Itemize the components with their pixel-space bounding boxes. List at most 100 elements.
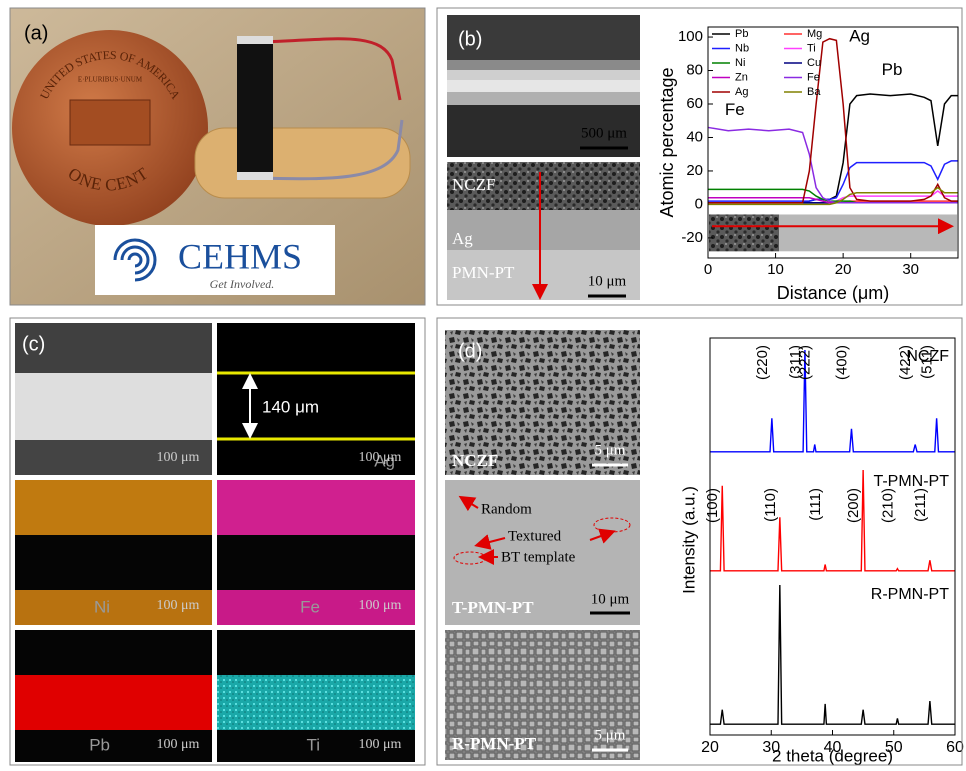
map-ni xyxy=(15,480,212,535)
sem-layer xyxy=(447,80,640,92)
y-tick-label: 20 xyxy=(686,162,703,179)
sem-region xyxy=(15,373,212,440)
map-fe xyxy=(217,535,415,590)
scale-label: 5 μm xyxy=(595,442,626,458)
peak-label: (511) xyxy=(919,345,936,379)
electrode xyxy=(237,172,273,180)
inset-image xyxy=(709,214,779,251)
peak-label: (211) xyxy=(912,488,929,522)
y-tick-label: 60 xyxy=(686,95,703,112)
logo-text: CEHMS xyxy=(178,236,302,276)
peak-label: (111) xyxy=(807,488,824,521)
coin-memorial xyxy=(70,100,150,145)
scale-label: 100 μm xyxy=(359,737,402,752)
panel-a: UNITED STATES OF AMERICA E·PLURIBUS·UNUM… xyxy=(10,8,425,305)
panel-d: NCZF T-PMN-PT R-PMN-PT 5 μm 10 μm 5 μm R… xyxy=(437,318,964,765)
x-tick-label: 20 xyxy=(701,739,719,756)
scale-label: 500 μm xyxy=(581,125,627,141)
sem-layer xyxy=(447,60,640,70)
peak-label: (110) xyxy=(762,488,779,522)
y-tick-label: 0 xyxy=(695,195,703,212)
x-tick-label: 10 xyxy=(767,261,784,278)
logo-tagline: Get Involved. xyxy=(210,277,275,291)
legend-label: Pb xyxy=(735,28,748,40)
x-axis-label: Distance (μm) xyxy=(777,283,889,303)
electrode xyxy=(237,36,273,44)
panel-c: 140 μm Ag Ni Fe Pb Ti 100 μm 100 μm 100 … xyxy=(10,318,425,765)
x-tick-label: 20 xyxy=(835,261,852,278)
callout: Textured xyxy=(508,528,562,544)
coin-motto: E·PLURIBUS·UNUM xyxy=(78,76,143,84)
scale-label: 100 μm xyxy=(359,450,402,465)
y-tick-label: 100 xyxy=(678,28,703,45)
layer-label: PMN-PT xyxy=(452,263,515,282)
sem-ag xyxy=(447,210,640,250)
legend-label: Ni xyxy=(735,57,745,69)
x-tick-label: 0 xyxy=(704,261,712,278)
series-label: R-PMN-PT xyxy=(871,586,949,603)
annotation: Ag xyxy=(849,27,870,46)
element-label: Ti xyxy=(306,735,320,754)
legend-label: Cu xyxy=(807,57,821,69)
figure: UNITED STATES OF AMERICA E·PLURIBUS·UNUM… xyxy=(0,0,966,771)
peak-label: (200) xyxy=(845,488,862,523)
legend-label: Mg xyxy=(807,28,822,40)
series-label: T-PMN-PT xyxy=(873,473,949,490)
panel-label: (a) xyxy=(24,22,48,44)
legend-label: Ba xyxy=(807,86,821,98)
map-fe xyxy=(217,480,415,535)
scale-label: 100 μm xyxy=(157,450,200,465)
peak-label: (100) xyxy=(704,488,721,523)
wooden-stick xyxy=(195,128,410,198)
element-label: Pb xyxy=(89,735,110,754)
peak-label: (210) xyxy=(879,488,896,523)
panel-label: (d) xyxy=(458,340,482,362)
scale-label: 100 μm xyxy=(359,598,402,613)
y-tick-label: 40 xyxy=(686,128,703,145)
thickness-label: 140 μm xyxy=(262,397,319,416)
scale-label: 5 μm xyxy=(595,727,626,743)
legend-label: Fe xyxy=(807,71,820,83)
sample-label: NCZF xyxy=(452,451,498,470)
scale-label: 100 μm xyxy=(157,598,200,613)
legend-label: Ag xyxy=(735,86,748,98)
x-tick-label: 30 xyxy=(902,261,919,278)
callout: Random xyxy=(481,501,532,517)
peak-label: (422) xyxy=(897,345,914,380)
panel-label: (b) xyxy=(458,28,482,50)
element-label: Fe xyxy=(300,597,320,616)
sample-label: T-PMN-PT xyxy=(452,598,534,617)
legend-label: Nb xyxy=(735,42,749,54)
peak-label: (400) xyxy=(833,345,850,380)
map-pb xyxy=(15,675,212,730)
map-ti xyxy=(217,675,415,730)
scale-label: 10 μm xyxy=(588,273,627,289)
y-tick-label: 80 xyxy=(686,61,703,78)
sample-label: R-PMN-PT xyxy=(452,734,537,753)
annotation: Fe xyxy=(725,100,745,119)
y-axis-label: Intensity (a.u.) xyxy=(679,486,698,594)
callout: BT template xyxy=(501,549,576,565)
scale-label: 10 μm xyxy=(591,591,630,607)
layer-label: NCZF xyxy=(452,175,495,194)
x-axis-label: 2 theta (degree) xyxy=(772,746,893,765)
legend-label: Zn xyxy=(735,71,748,83)
panel-label: (c) xyxy=(22,333,45,355)
scale-label: 100 μm xyxy=(157,737,200,752)
page: UNITED STATES OF AMERICA E·PLURIBUS·UNUM… xyxy=(0,0,966,771)
map-ni xyxy=(15,535,212,590)
annotation: Pb xyxy=(882,60,903,79)
y-tick-label: -20 xyxy=(681,229,703,246)
y-axis-label: Atomic percentage xyxy=(657,67,677,217)
element-label: Ni xyxy=(94,597,110,616)
layer-label: Ag xyxy=(452,229,473,248)
device xyxy=(237,38,273,180)
sem-layer xyxy=(447,92,640,105)
panel-b: 500 μm NCZF Ag PMN-PT 10 μm (b) -2002040… xyxy=(437,8,962,305)
plot-background xyxy=(710,338,955,735)
sem-layer xyxy=(447,70,640,80)
legend-label: Ti xyxy=(807,42,816,54)
x-tick-label: 60 xyxy=(946,739,964,756)
